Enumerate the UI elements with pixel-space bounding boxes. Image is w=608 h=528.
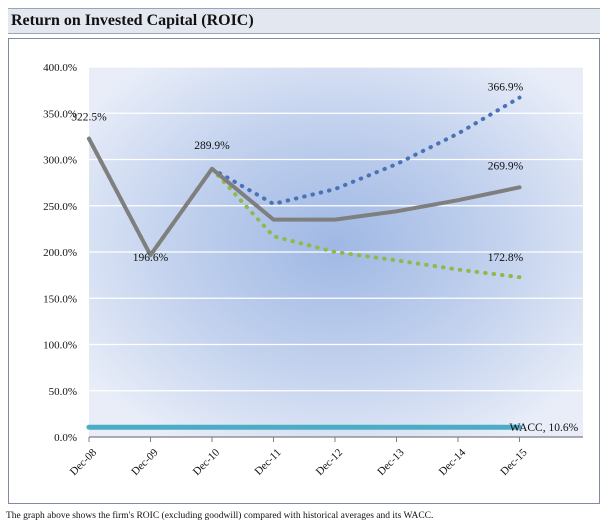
- data-label: 289.9%: [194, 140, 230, 152]
- x-tick-label: Dec-14: [437, 446, 469, 478]
- y-tick-label: 50.0%: [49, 386, 77, 398]
- gridlines: [89, 66, 583, 392]
- y-tick-label: 400.0%: [43, 62, 77, 74]
- y-tick-label: 100.0%: [43, 340, 77, 352]
- y-tick-label: 300.0%: [43, 155, 77, 167]
- y-tick-label: 150.0%: [43, 293, 77, 305]
- x-tick-label: Dec-13: [375, 446, 407, 478]
- roic-line-chart: 0.0%50.0%100.0%150.0%200.0%250.0%300.0%3…: [43, 62, 583, 478]
- data-label: WACC, 10.6%: [510, 422, 579, 434]
- title-bar: Return on Invested Capital (ROIC): [8, 8, 600, 34]
- x-tick-label: Dec-12: [314, 447, 345, 478]
- y-tick-label: 0.0%: [54, 432, 77, 444]
- chart-frame: 0.0% 50.0% 100.0% 150.0% 200.0% 250.0% 300.0% 3…: [8, 38, 600, 504]
- x-tick-label: Dec-09: [129, 446, 161, 478]
- data-label: 269.9%: [488, 160, 524, 172]
- series-group: [86, 95, 522, 430]
- data-labels: 322.5% 196.6% 289.9% 366.9% 269.9% 172.8% WACC…: [71, 82, 578, 435]
- y-tick-label: 250.0%: [43, 201, 77, 213]
- data-label: 172.8%: [488, 252, 524, 264]
- series-line-0: [87, 95, 522, 258]
- series-line-2: [87, 136, 522, 258]
- data-label: 322.5%: [71, 112, 107, 124]
- chart-caption: The graph above shows the firm's ROIC (e…: [6, 511, 434, 521]
- y-tick-label: 200.0%: [43, 247, 77, 259]
- x-tick-label: Dec-15: [498, 446, 530, 478]
- x-tick-label: Dec-08: [68, 446, 100, 478]
- y-tick-label: 350.0%: [43, 108, 77, 120]
- x-tick-label: Dec-10: [191, 446, 223, 478]
- data-label: 366.9%: [488, 82, 524, 94]
- page-title: Return on Invested Capital (ROIC): [11, 12, 254, 29]
- data-label: 196.6%: [133, 252, 169, 264]
- x-tick-label: Dec-11: [253, 447, 284, 478]
